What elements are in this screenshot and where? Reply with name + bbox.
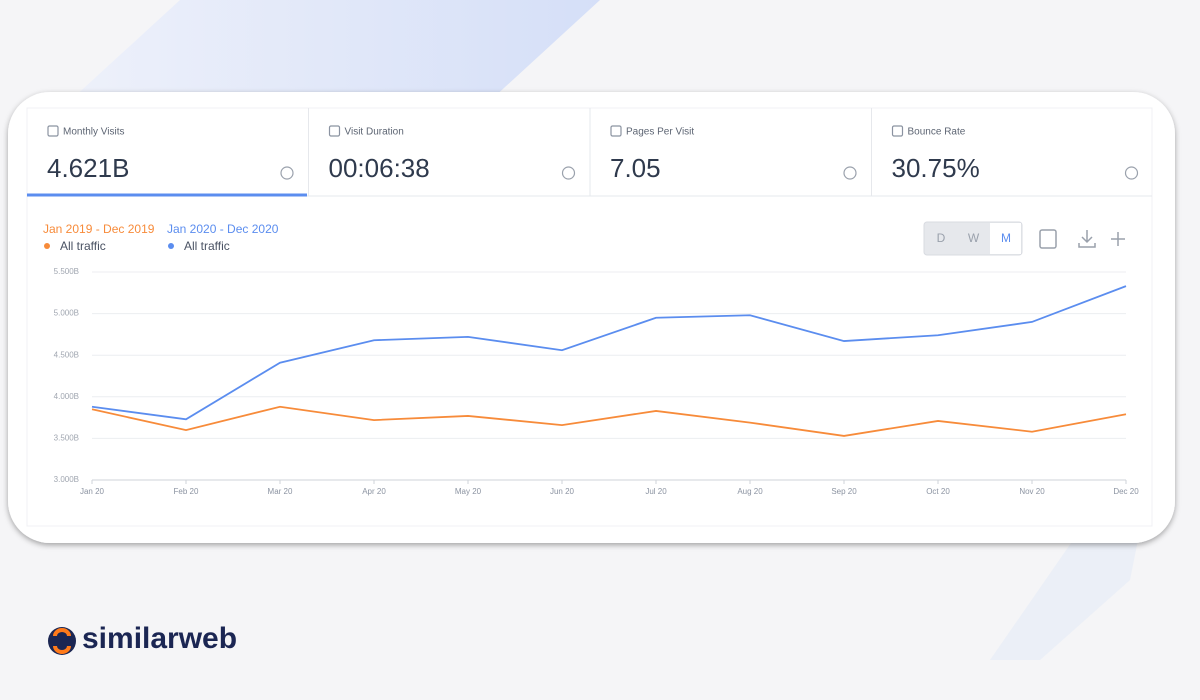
- add-icon[interactable]: [1111, 232, 1125, 246]
- metric-icon: [47, 125, 59, 137]
- x-tick-label: May 20: [455, 487, 482, 496]
- info-icon[interactable]: [280, 166, 294, 180]
- metric-label: Pages Per Visit: [626, 127, 694, 138]
- x-tick-label: Jan 20: [80, 487, 105, 496]
- legend-name: All traffic: [60, 239, 106, 253]
- granularity-button[interactable]: D: [937, 231, 946, 245]
- x-tick-label: Aug 20: [737, 487, 763, 496]
- decor-shape: [60, 0, 600, 110]
- x-tick-label: Jun 20: [550, 487, 575, 496]
- chart: 3.000B 3.500B 4.000B 4.500B 5.000B 5.500B Jan …: [54, 267, 1140, 496]
- metric-label: Monthly Visits: [63, 127, 125, 138]
- metric-label: Visit Duration: [345, 127, 404, 138]
- metrics-row: Monthly Visits 4.621B Visit Duration 00:06:…: [47, 108, 1139, 196]
- metric-value: 4.621B: [47, 153, 129, 183]
- metric-value: 30.75%: [892, 153, 980, 183]
- legend-period: Jan 2020 - Dec 2020: [167, 222, 279, 236]
- legend-dot: [168, 243, 174, 249]
- metric-value: 7.05: [610, 153, 661, 183]
- x-tick-label: Nov 20: [1019, 487, 1045, 496]
- y-tick-label: 5.000B: [54, 309, 79, 318]
- x-tick-label: Jul 20: [645, 487, 667, 496]
- info-icon[interactable]: [561, 166, 576, 180]
- download-icon[interactable]: [1078, 230, 1096, 248]
- y-tick-label: 5.500B: [54, 267, 79, 276]
- x-tick-label: Apr 20: [362, 487, 386, 496]
- x-tick-label: Sep 20: [831, 487, 857, 496]
- metric-value: 00:06:38: [329, 153, 430, 183]
- granularity-button[interactable]: W: [968, 231, 980, 245]
- active-button-bg: [990, 223, 1021, 254]
- metric-icon: [610, 125, 622, 137]
- metric-icon: [328, 125, 341, 137]
- excel-icon[interactable]: [1039, 229, 1057, 249]
- series-line: [91, 285, 1127, 421]
- logo-mark-swoosh: [53, 628, 71, 654]
- x-tick-label: Dec 20: [1113, 487, 1139, 496]
- y-tick-label: 3.500B: [54, 434, 79, 443]
- y-tick-label: 4.000B: [54, 392, 79, 401]
- logo: similarweb: [48, 622, 237, 655]
- info-icon[interactable]: [843, 166, 857, 180]
- metric-label: Bounce Rate: [908, 127, 966, 138]
- legend-period: Jan 2019 - Dec 2019: [43, 222, 155, 236]
- y-tick-label: 4.500B: [54, 350, 79, 359]
- legend-name: All traffic: [184, 239, 230, 253]
- x-tick-label: Mar 20: [268, 487, 293, 496]
- series-line: [91, 405, 1127, 437]
- x-tick-label: Feb 20: [174, 487, 199, 496]
- metric-icon: [891, 125, 904, 137]
- info-icon[interactable]: [1124, 166, 1139, 180]
- legend-dot: [44, 243, 50, 249]
- brand-name: similarweb: [82, 622, 237, 655]
- granularity-button[interactable]: M: [1001, 231, 1011, 245]
- x-tick-label: Oct 20: [926, 487, 950, 496]
- decor-shape: [990, 530, 1140, 660]
- legend: Jan 2019 - Dec 2019 All traffic Jan 2020 -…: [43, 222, 279, 253]
- y-tick-label: 3.000B: [54, 475, 79, 484]
